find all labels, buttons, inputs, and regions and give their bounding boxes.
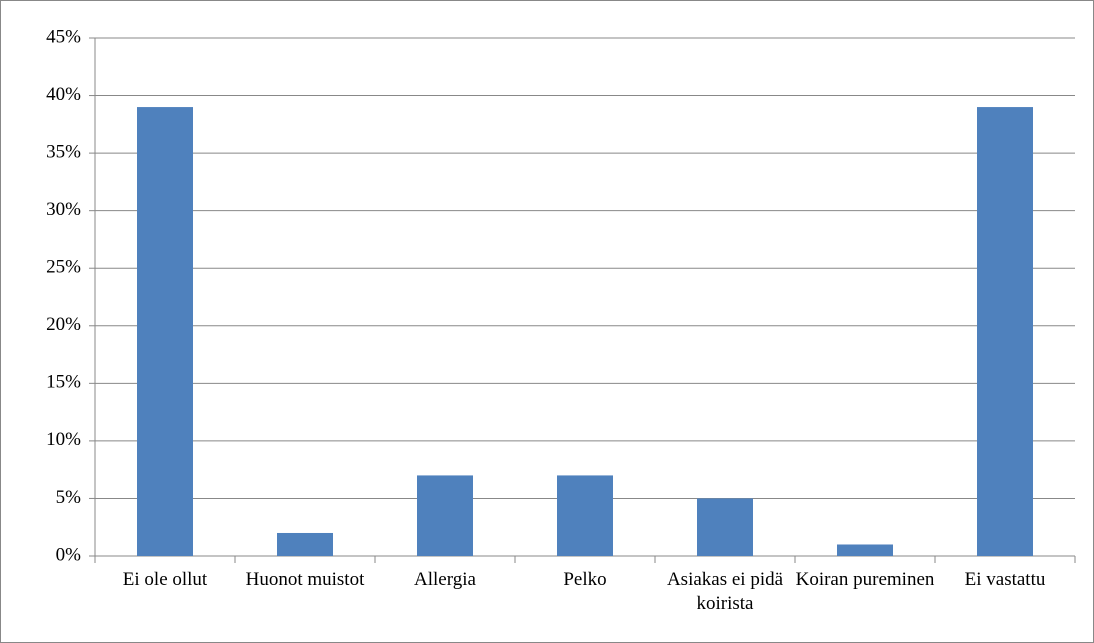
- bar: [417, 475, 473, 556]
- x-tick-label: Ei ole ollut: [122, 569, 208, 590]
- x-tick-label: Huonot muistot: [245, 569, 365, 590]
- y-tick-label: 35%: [46, 141, 81, 162]
- y-tick-label: 45%: [46, 26, 81, 47]
- bar: [277, 532, 333, 556]
- bar: [977, 107, 1033, 557]
- bar: [557, 475, 613, 556]
- y-tick-label: 15%: [46, 372, 81, 393]
- x-tick-label: Allergia: [414, 569, 476, 590]
- bar: [837, 544, 893, 556]
- y-tick-label: 10%: [46, 429, 81, 450]
- y-tick-label: 20%: [46, 314, 81, 335]
- bar: [137, 107, 193, 557]
- x-tick-label: Ei vastattu: [964, 569, 1046, 590]
- y-tick-label: 5%: [56, 487, 82, 508]
- bar: [697, 498, 753, 556]
- x-tick-label: Pelko: [563, 569, 607, 590]
- y-tick-label: 30%: [46, 199, 81, 220]
- x-tick-label: Asiakas ei pidä koirista: [666, 569, 784, 614]
- y-tick-label: 0%: [56, 544, 82, 565]
- y-tick-label: 40%: [46, 84, 81, 105]
- y-tick-label: 25%: [46, 257, 81, 278]
- x-tick-label: Koiran pureminen: [795, 569, 935, 590]
